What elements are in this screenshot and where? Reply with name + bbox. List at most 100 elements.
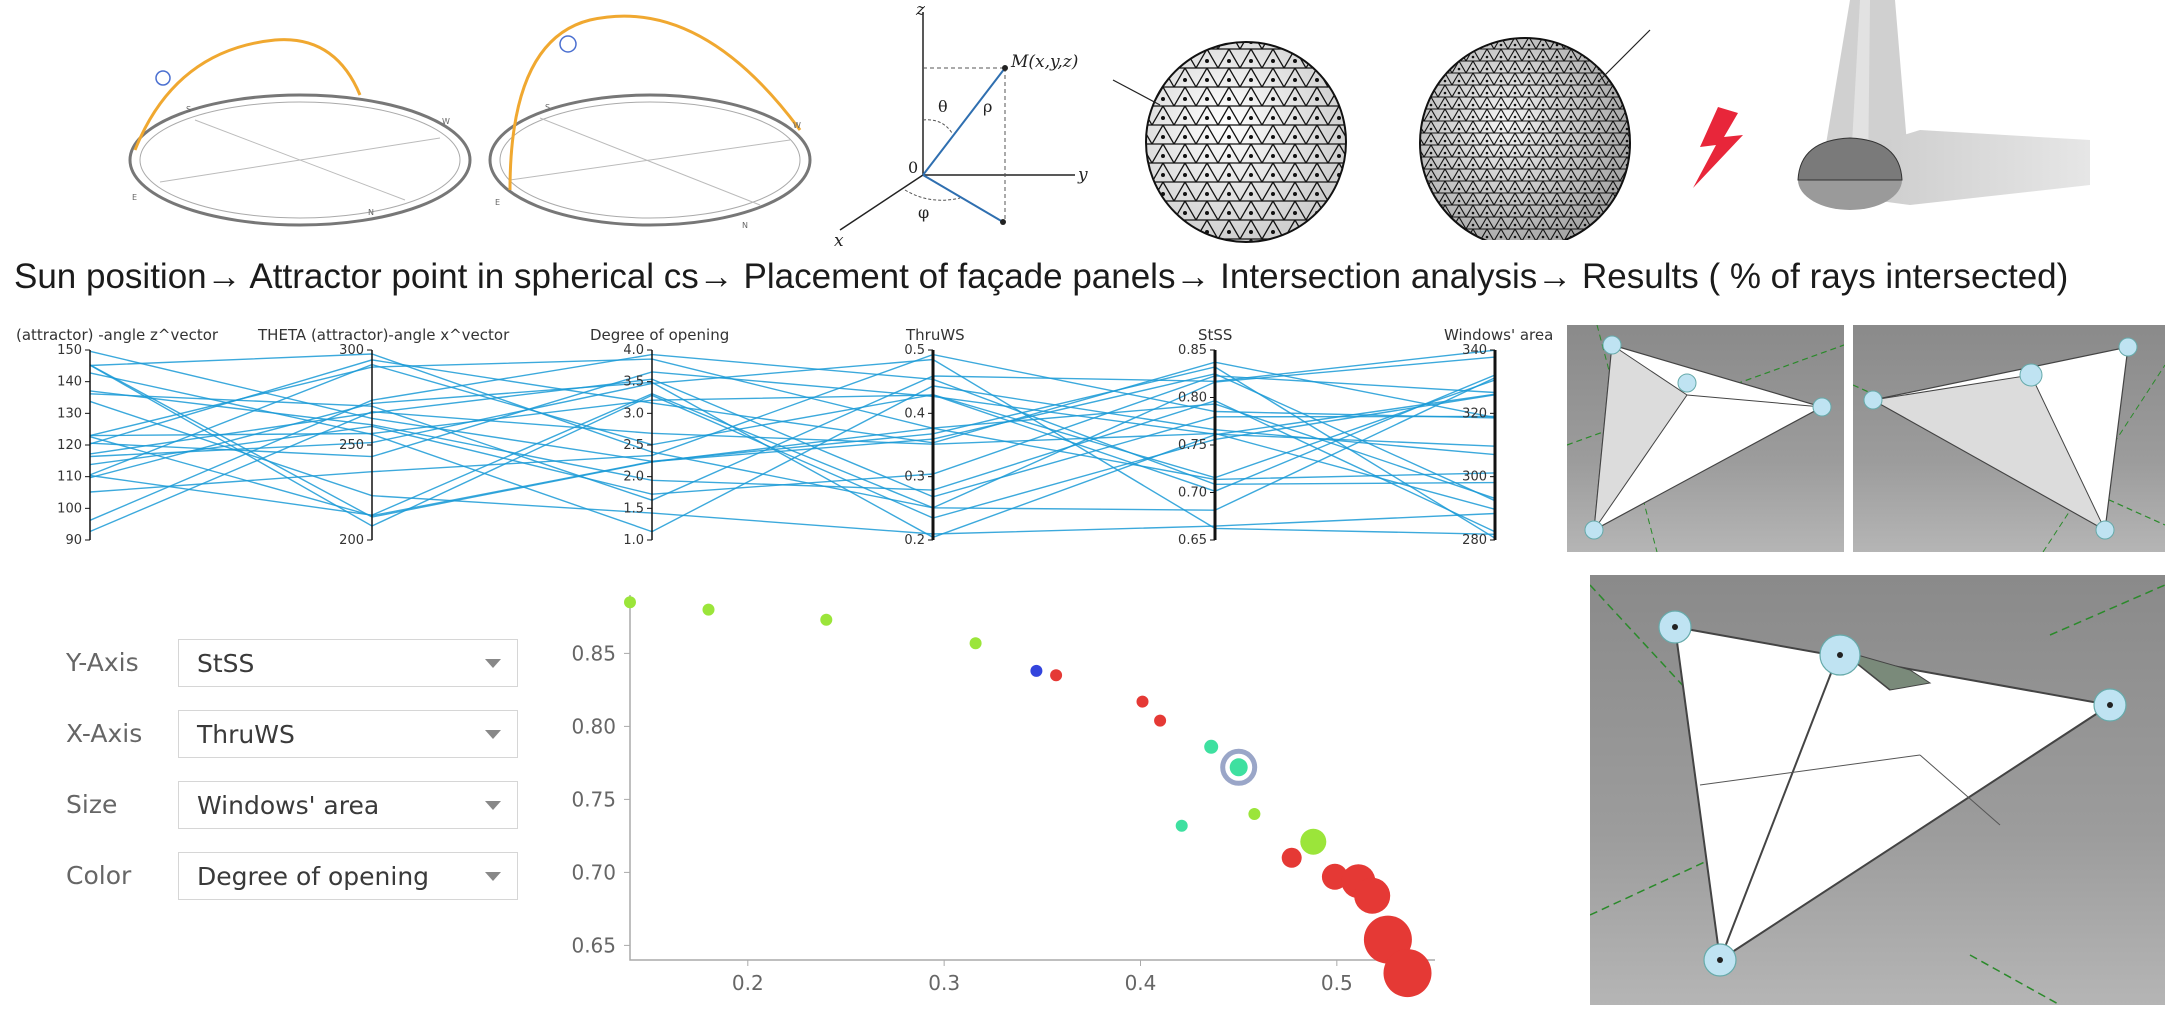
geodesic-dome-1 xyxy=(1112,41,1347,243)
x-tick-label: 0.2 xyxy=(732,971,764,995)
pc-line xyxy=(89,353,1496,521)
scatter-point[interactable] xyxy=(1175,819,1188,832)
pc-line xyxy=(89,390,1496,533)
panel-render-1 xyxy=(1566,324,1845,553)
scatter-point[interactable] xyxy=(1030,664,1043,677)
pc-tick-label: 2.0 xyxy=(623,470,644,485)
pc-line xyxy=(89,358,1496,535)
size-select[interactable]: Windows' area xyxy=(178,781,518,829)
point-m-label: M(x,y,z) xyxy=(1010,52,1078,72)
scatter-point[interactable] xyxy=(1281,847,1302,868)
svg-text:W: W xyxy=(793,121,801,130)
scatter-point[interactable] xyxy=(1154,714,1167,727)
size-value: Windows' area xyxy=(197,791,380,820)
pc-tick-label: 0.65 xyxy=(1178,533,1207,548)
axis-y-label: y xyxy=(1077,165,1088,185)
pc-tick-label: 4.0 xyxy=(623,343,644,358)
panel-render-3 xyxy=(1589,575,2166,1006)
svg-text:N: N xyxy=(742,221,748,230)
sun-path-diagram-2: S W N E xyxy=(488,14,812,230)
x-axis-select[interactable]: ThruWS xyxy=(178,710,518,758)
pc-line xyxy=(89,358,1496,481)
pc-tick-label: 3.0 xyxy=(623,406,644,421)
pc-tick-label: 300 xyxy=(1462,470,1487,485)
color-value: Degree of opening xyxy=(197,862,430,891)
origin-label: 0 xyxy=(908,158,918,177)
x-tick-label: 0.3 xyxy=(928,971,960,995)
pc-tick-label: 120 xyxy=(57,438,82,453)
pc-tick-label: 200 xyxy=(339,533,364,548)
pc-line xyxy=(89,363,1496,479)
chevron-down-icon xyxy=(485,801,501,810)
scatter-point[interactable] xyxy=(1354,877,1391,914)
panel-render-2 xyxy=(1852,325,2166,553)
scatter-point[interactable] xyxy=(1204,739,1219,754)
pc-tick-label: 1.5 xyxy=(623,501,644,516)
scatter-point[interactable] xyxy=(1321,863,1348,890)
pc-line xyxy=(89,349,1496,501)
scatter-point[interactable] xyxy=(1136,695,1149,708)
y-tick-label: 0.75 xyxy=(571,787,616,811)
pc-line xyxy=(89,364,1496,518)
pc-tick-label: 0.4 xyxy=(904,406,925,421)
pc-line xyxy=(89,356,1496,516)
parallel-coordinates-plot: 150 140 130 120 110 100 90 300 250 200 4.0 3.5 3.0 2.… xyxy=(57,343,1497,548)
y-tick-label: 0.65 xyxy=(571,933,616,957)
pc-tick-label: 0.3 xyxy=(904,470,925,485)
axis-x-label: x xyxy=(834,231,844,250)
y-axis-select[interactable]: StSS xyxy=(178,639,518,687)
pc-tick-label: 1.0 xyxy=(623,533,644,548)
pc-line xyxy=(89,374,1496,492)
scatter-point[interactable] xyxy=(1383,949,1432,998)
color-select[interactable]: Degree of opening xyxy=(178,852,518,900)
pc-tick-label: 0.5 xyxy=(904,343,925,358)
pc-line xyxy=(89,381,1496,539)
color-label: Color xyxy=(66,861,132,890)
y-axis-value: StSS xyxy=(197,649,255,678)
scatter-point[interactable] xyxy=(820,613,833,626)
axis-z-label: z xyxy=(915,0,926,20)
scatter-point[interactable] xyxy=(1050,669,1063,682)
scatter-point[interactable] xyxy=(1229,758,1248,777)
pc-axis-label-3: Degree of opening xyxy=(590,326,730,344)
y-tick-label: 0.85 xyxy=(571,641,616,665)
svg-text:E: E xyxy=(495,198,500,207)
svg-text:S: S xyxy=(545,103,550,112)
size-label: Size xyxy=(66,790,118,819)
scatter-point[interactable] xyxy=(1300,828,1327,855)
y-tick-label: 0.70 xyxy=(571,860,616,884)
workflow-caption: Sun position→ Attractor point in spheric… xyxy=(14,257,2069,296)
scatter-point[interactable] xyxy=(702,603,715,616)
x-tick-label: 0.4 xyxy=(1125,971,1157,995)
y-tick-label: 0.80 xyxy=(571,714,616,738)
scatter-point[interactable] xyxy=(624,596,636,609)
pc-tick-label: 0.70 xyxy=(1178,486,1207,501)
scatter-point[interactable] xyxy=(1248,808,1261,820)
pc-line xyxy=(89,375,1496,495)
sun-path-diagram-1: S W N E xyxy=(128,38,472,227)
scatter-axes xyxy=(629,595,1435,961)
pc-line xyxy=(89,371,1496,458)
scatter-plot: 0.85 0.80 0.75 0.70 0.65 0.2 0.3 0.4 0.5 xyxy=(571,595,1435,998)
selected-point-ring xyxy=(1220,748,1258,786)
geodesic-dome-2 xyxy=(1419,29,1651,240)
pc-line xyxy=(89,353,1496,493)
parallel-lines-group xyxy=(89,349,1496,539)
pc-axis-label-4: ThruWS xyxy=(906,326,965,344)
scatter-point[interactable] xyxy=(969,637,982,650)
pc-tick-label: 90 xyxy=(65,533,82,548)
pc-tick-label: 0.75 xyxy=(1178,438,1207,453)
svg-text:W: W xyxy=(442,117,450,126)
pc-tick-label: 320 xyxy=(1462,406,1487,421)
y-axis-label: Y-Axis xyxy=(66,648,139,677)
parallel-axes-group: 150 140 130 120 110 100 90 300 250 200 4.0 3.5 3.0 2.… xyxy=(57,343,1497,548)
pc-tick-label: 250 xyxy=(339,438,364,453)
x-axis-label: X-Axis xyxy=(66,719,143,748)
pc-line xyxy=(89,400,1496,535)
pc-axis-label-2: THETA (attractor)-angle x^vector xyxy=(258,326,510,344)
pc-tick-label: 0.85 xyxy=(1178,343,1207,358)
chevron-down-icon xyxy=(485,872,501,881)
phi-label: φ xyxy=(918,203,929,222)
svg-text:N: N xyxy=(368,208,374,217)
spherical-coordinates-diagram: z y x 0 M(x,y,z) θ ρ φ xyxy=(834,0,1088,250)
